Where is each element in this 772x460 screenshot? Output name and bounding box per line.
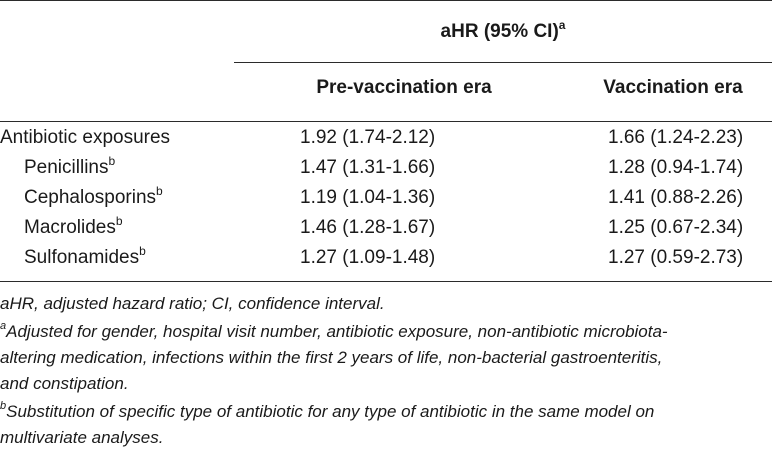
- footnote-b-mark: b: [0, 400, 7, 413]
- footnote-abbreviations: aHR, adjusted hazard ratio; CI, confiden…: [0, 294, 385, 313]
- header-ahr: aHR (95% CI)a: [440, 17, 566, 42]
- row-0-vac-value: 1.66 (1.24-2.23): [608, 127, 744, 148]
- row-1-pre-value: 1.47 (1.31-1.66): [300, 157, 436, 178]
- row-label-antibiotic-exposures: Antibiotic exposures: [0, 127, 171, 148]
- row-4-vac-value: 1.27 (0.59-2.73): [608, 247, 744, 268]
- row-label-cephalosporins: Cephalosporinsb: [24, 183, 163, 208]
- footnote-b-line1: bSubstitution of specific type of antibi…: [0, 400, 655, 421]
- header-pre-vaccination: Pre-vaccination era: [316, 77, 492, 98]
- row-label-macrolides: Macrolidesb: [24, 213, 123, 238]
- footnote-b-line2: multivariate analyses.: [0, 428, 164, 447]
- row-3-pre-value: 1.46 (1.28-1.67): [300, 217, 436, 238]
- header-vaccination: Vaccination era: [603, 77, 743, 98]
- row-2-vac-value: 1.41 (0.88-2.26): [608, 187, 744, 208]
- row-label-penicillins: Penicillinsb: [24, 153, 116, 178]
- footnote-a-line2: altering medication, infections within t…: [0, 348, 663, 367]
- row-4-pre-value: 1.27 (1.09-1.48): [300, 247, 436, 268]
- group-underline-rule: [234, 62, 772, 63]
- top-rule: [0, 0, 772, 1]
- row-1-vac-value: 1.28 (0.94-1.74): [608, 157, 744, 178]
- row-label-sulfonamides: Sulfonamidesb: [24, 243, 146, 268]
- footnote-a-line3: and constipation.: [0, 374, 129, 393]
- row-3-vac-value: 1.25 (0.67-2.34): [608, 217, 744, 238]
- header-ahr-sup: a: [558, 17, 566, 32]
- header-bottom-rule: [0, 121, 772, 122]
- bottom-rule: [0, 281, 772, 282]
- row-0-pre-value: 1.92 (1.74-2.12): [300, 127, 436, 148]
- row-2-pre-value: 1.19 (1.04-1.36): [300, 187, 436, 208]
- footnote-a-line1: aAdjusted for gender, hospital visit num…: [0, 320, 668, 341]
- footnote-a-mark: a: [0, 320, 7, 333]
